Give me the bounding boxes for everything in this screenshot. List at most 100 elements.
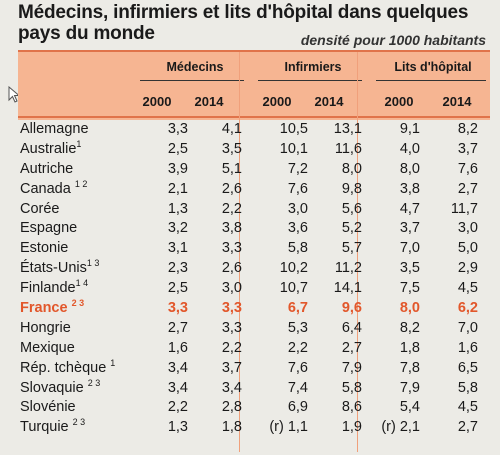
table-row-highlighted: France 2 3 3,3 3,3 6,7 9,6 8,0 6,2 (18, 299, 490, 319)
table-row: Australie1 2,5 3,5 10,1 11,6 4,0 3,7 (18, 138, 490, 160)
country-name: Allemagne (20, 121, 89, 137)
cell-value: 10,2 (279, 260, 308, 277)
cell-value: 7,9 (341, 359, 362, 376)
cell-value: 2,6 (221, 260, 242, 277)
group-header-infirmiers: Infirmiers (284, 60, 342, 74)
cell-value: 10,1 (279, 140, 308, 157)
cell-value: 5,8 (287, 240, 308, 257)
footnote-ref: 1 (76, 138, 82, 149)
cell-value: (r) 2,1 (381, 419, 420, 436)
cell-value: 4,5 (457, 399, 478, 416)
year-header: 2014 (442, 94, 472, 109)
cell-value: 2,5 (167, 140, 188, 157)
cell-value: 6,7 (287, 300, 308, 317)
group-header-lits: Lits d'hôpital (394, 60, 472, 74)
cell-value: 4,7 (399, 200, 420, 217)
cell-value: (r) 1,1 (269, 419, 308, 436)
table-row: Finlande1 4 2,5 3,0 10,7 14,1 7,5 4,5 (18, 279, 490, 299)
cell-value: 1,8 (399, 339, 420, 356)
cell-value: 3,4 (167, 379, 188, 396)
group-underline (258, 80, 362, 81)
country-name: Canada (20, 180, 75, 197)
cell-value: 3,3 (167, 300, 188, 317)
table-row: Allemagne 3,3 4,1 10,5 13,1 9,1 8,2 (18, 120, 490, 140)
cell-value: 2,8 (221, 399, 242, 416)
cell-value: 6,2 (457, 300, 478, 317)
footnote-ref: 1 (110, 357, 116, 368)
cell-value: 5,0 (457, 240, 478, 257)
cell-value: 7,6 (287, 180, 308, 197)
table-row: Autriche 3,9 5,1 7,2 8,0 8,0 7,6 (18, 160, 490, 180)
cell-value: 3,0 (221, 280, 242, 297)
table-subtitle: densité pour 1000 habitants (300, 32, 486, 48)
cell-value: 3,8 (221, 220, 242, 237)
country-name: États-Unis (20, 260, 87, 277)
cell-value: 1,8 (221, 419, 242, 436)
cell-value: 7,4 (287, 379, 308, 396)
cell-value: 3,2 (167, 220, 188, 237)
cell-value: 3,7 (221, 359, 242, 376)
cell-value: 8,2 (399, 319, 420, 336)
country-name: Autriche (20, 160, 74, 177)
cell-value: 2,5 (167, 280, 188, 297)
cell-value: 2,9 (457, 260, 478, 277)
cell-value: 5,8 (341, 379, 362, 396)
cell-value: 8,0 (399, 300, 420, 317)
country-name: Slovénie (20, 399, 76, 416)
cell-value: 7,0 (457, 319, 478, 336)
cell-value: 3,5 (399, 260, 420, 277)
cell-value: 9,1 (399, 121, 420, 137)
year-header: 2014 (314, 94, 344, 109)
table-row: Turquie 2 3 1,3 1,8 (r) 1,1 1,9 (r) 2,1 2,7 (18, 418, 490, 438)
header-separator (18, 116, 490, 118)
cell-value: 2,7 (341, 339, 362, 356)
cell-value: 11,7 (450, 200, 478, 217)
cell-value: 2,2 (287, 339, 308, 356)
table-title: Médecins, infirmiers et lits d'hôpital d… (18, 2, 469, 44)
cell-value: 7,5 (399, 280, 420, 297)
cell-value: 9,6 (341, 300, 362, 317)
cell-value: 5,6 (341, 200, 362, 217)
cell-value: 7,6 (287, 359, 308, 376)
cell-value: 2,2 (221, 200, 242, 217)
footnote-ref: 1 2 (74, 178, 88, 189)
country-name: Turquie (20, 419, 73, 436)
year-header: 2014 (194, 94, 224, 109)
cell-value: 6,5 (457, 359, 478, 376)
cell-value: 2,1 (167, 180, 188, 197)
cell-value: 11,6 (334, 140, 362, 157)
cell-value: 5,8 (457, 379, 478, 396)
cell-value: 7,0 (399, 240, 420, 257)
cell-value: 3,4 (167, 359, 188, 376)
cell-value: 3,0 (287, 200, 308, 217)
cell-value: 3,8 (399, 180, 420, 197)
footnote-ref: 2 3 (87, 377, 101, 388)
country-name: Finlande (20, 280, 76, 297)
cell-value: 14,1 (333, 280, 362, 297)
table-row: Canada 1 2 2,1 2,6 7,6 9,8 3,8 2,7 (18, 178, 490, 200)
cell-value: 11,2 (334, 260, 362, 277)
cell-value: 5,7 (341, 240, 362, 257)
cell-value: 8,2 (457, 121, 478, 137)
cell-value: 4,1 (221, 121, 242, 137)
table-row: Slovénie 2,2 2,8 6,9 8,6 5,4 4,5 (18, 398, 490, 418)
cell-value: 3,3 (221, 300, 242, 317)
cell-value: 1,9 (341, 419, 362, 436)
footnote-ref: 1 4 (75, 278, 89, 289)
year-header: 2000 (142, 94, 172, 109)
column-divider (357, 52, 358, 452)
group-header-medecins: Médecins (166, 60, 224, 74)
cell-value: 5,1 (221, 160, 242, 177)
cell-value: 6,4 (341, 319, 362, 336)
cell-value: 2,2 (221, 339, 242, 356)
footnote-ref: 2 3 (72, 417, 86, 428)
table-header: Médecins Infirmiers Lits d'hôpital 2000 … (18, 50, 490, 120)
cell-value: 3,3 (221, 240, 242, 257)
cell-value: 5,4 (399, 399, 420, 416)
cell-value: 2,3 (167, 260, 188, 277)
cell-value: 3,7 (399, 220, 420, 237)
cell-value: 4,5 (457, 280, 478, 297)
cell-value: 2,7 (167, 319, 188, 336)
country-name: Rép. tchèque (20, 359, 111, 376)
cell-value: 3,6 (287, 220, 308, 237)
